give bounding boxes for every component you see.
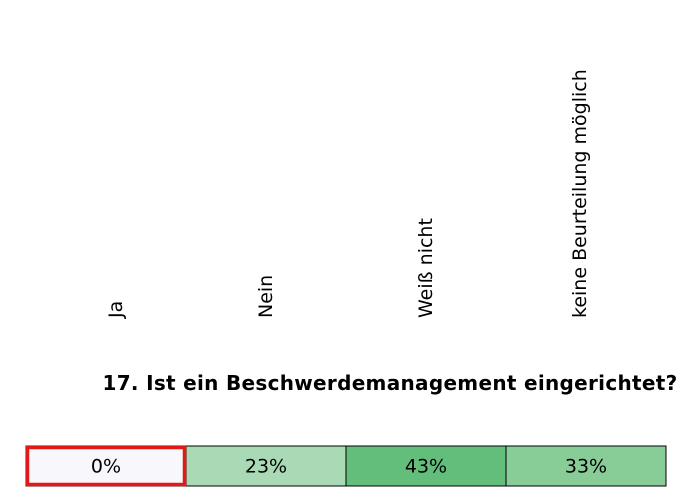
column-header: keine Beurteilung möglich	[569, 69, 591, 318]
cell-value: 33%	[565, 456, 607, 478]
cell	[25, 445, 187, 487]
cell-value: 0%	[91, 456, 121, 478]
cell	[505, 445, 667, 487]
cell	[185, 445, 347, 487]
cell	[345, 445, 507, 487]
column-header: Nein	[255, 275, 277, 318]
question: 17. Ist ein Beschwerdemanagement eingeri…	[102, 371, 677, 395]
selected-cell-border	[25, 445, 187, 487]
column-header: Weiß nicht	[415, 218, 437, 318]
cell-value: 43%	[405, 456, 447, 478]
cell-value: 23%	[245, 456, 287, 478]
column-header: Ja	[105, 301, 127, 319]
